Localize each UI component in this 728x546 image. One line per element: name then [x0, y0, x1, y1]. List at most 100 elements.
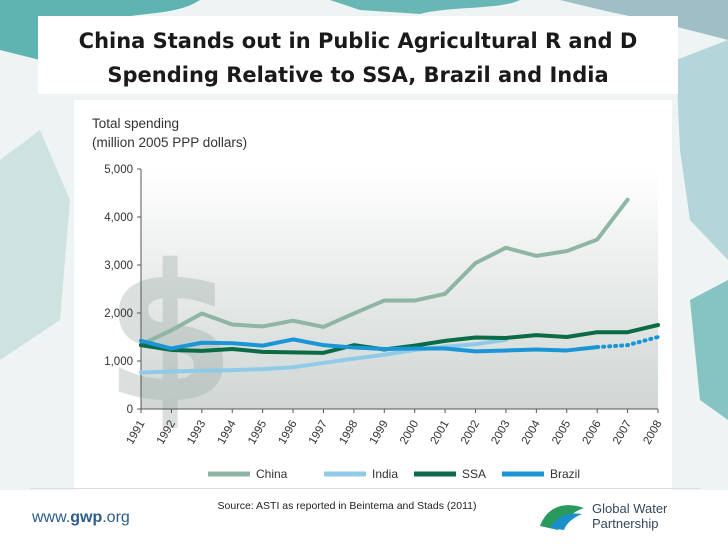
data-point-india: [169, 369, 174, 374]
data-point-india: [230, 368, 234, 372]
data-point-china: [169, 328, 174, 332]
data-point-india: [261, 367, 265, 371]
series-line-brazil: [139, 337, 600, 354]
x-tick-label: 2005: [550, 419, 573, 447]
x-tick-label: 2004: [520, 418, 543, 447]
data-point-ssa: [473, 335, 478, 340]
title-box: [38, 16, 678, 94]
data-point-china: [565, 249, 569, 253]
data-point-ssa: [291, 350, 295, 354]
legend-label-india: India: [372, 467, 398, 481]
y-tick-label: 1,000: [104, 356, 133, 368]
logo-line-2: Partnership: [592, 516, 659, 531]
y-axis-label-line-2: (million 2005 PPP dollars): [92, 135, 247, 150]
data-point-brazil: [504, 348, 508, 353]
data-point-brazil: [139, 339, 143, 343]
data-point-brazil: [656, 335, 660, 339]
data-point-china: [352, 311, 356, 316]
data-point-china: [504, 246, 508, 250]
data-point-brazil: [473, 349, 478, 353]
x-tick-label: 1995: [246, 419, 269, 447]
data-point-india: [352, 357, 356, 361]
data-point-india: [200, 369, 204, 373]
x-tick-label: 1998: [337, 419, 360, 447]
data-point-india: [382, 353, 386, 357]
x-tick-label: 2007: [611, 419, 634, 447]
title-line-1: China Stands out in Public Agricultural …: [78, 29, 638, 53]
data-point-ssa: [200, 349, 204, 353]
data-point-brazil: [321, 343, 326, 347]
data-point-china: [595, 237, 599, 242]
data-point-ssa: [443, 339, 447, 343]
data-point-india: [473, 342, 478, 346]
data-point-brazil: [169, 346, 174, 351]
gwp-logo-text: Global Water Partnership: [592, 501, 667, 531]
data-point-ssa: [595, 330, 599, 334]
slide-title: China Stands out in Public Agricultural …: [38, 24, 678, 92]
data-point-brazil: [261, 344, 265, 348]
x-tick-label: 1996: [276, 419, 299, 447]
chart-panel: $ Total spending (million 2005 PPP dolla…: [74, 100, 672, 492]
url-bold: gwp: [70, 509, 103, 526]
data-point-brazil: [443, 346, 447, 351]
x-tick-label: 2008: [641, 419, 664, 447]
data-point-china: [230, 322, 234, 327]
x-tick-label: 2002: [459, 419, 482, 447]
y-tick-label: 2,000: [104, 308, 133, 320]
y-axis-label-line-1: Total spending: [92, 116, 179, 131]
x-tick-label: 1999: [368, 419, 391, 447]
data-point-brazil: [595, 345, 599, 349]
data-point-china: [413, 298, 417, 303]
gwp-logo-icon: [540, 505, 584, 530]
data-point-ssa: [321, 351, 326, 355]
legend-label-china: China: [256, 467, 288, 481]
y-tick-label: 5,000: [104, 164, 133, 176]
data-point-brazil: [534, 347, 538, 352]
x-tick-label: 2003: [489, 419, 512, 447]
x-tick-label: 2000: [398, 419, 421, 447]
line-chart: $ Total spending (million 2005 PPP dolla…: [92, 116, 665, 481]
y-tick-label: 4,000: [104, 212, 133, 224]
data-point-brazil: [352, 345, 356, 350]
data-point-china: [200, 311, 204, 316]
data-point-brazil: [382, 347, 386, 351]
url-suffix: .org: [102, 509, 130, 526]
footer-divider: [30, 488, 700, 489]
data-point-china: [382, 298, 386, 303]
data-point-brazil: [200, 341, 204, 345]
website-link[interactable]: www.gwp.org: [32, 509, 130, 527]
data-point-china: [321, 325, 326, 329]
data-point-ssa: [625, 330, 630, 334]
data-point-brazil: [565, 348, 569, 353]
dollar-sign-watermark: $: [104, 224, 236, 445]
data-point-ssa: [261, 350, 265, 354]
y-tick-label: 3,000: [104, 260, 133, 272]
title-line-2: Spending Relative to SSA, Brazil and Ind…: [107, 63, 609, 87]
data-point-india: [291, 365, 295, 369]
x-tick-label: 2006: [581, 419, 604, 447]
legend-label-brazil: Brazil: [550, 467, 580, 481]
logo-line-1: Global Water: [592, 501, 668, 516]
data-point-china: [625, 198, 630, 202]
url-prefix: www.: [32, 509, 71, 526]
data-point-ssa: [534, 333, 538, 337]
data-point-china: [291, 319, 295, 323]
x-tick-label: 2001: [429, 419, 452, 447]
data-point-china: [534, 254, 538, 258]
data-point-brazil: [230, 341, 234, 345]
data-point-ssa: [565, 335, 569, 339]
data-point-brazil: [413, 346, 417, 351]
data-point-ssa: [230, 347, 234, 351]
legend-label-ssa: SSA: [462, 467, 486, 481]
data-point-ssa: [656, 323, 660, 327]
data-point-ssa: [139, 343, 143, 347]
data-point-india: [139, 370, 143, 375]
source-note: Source: ASTI as reported in Beintema and…: [182, 500, 512, 512]
y-tick-label: 0: [127, 404, 133, 416]
data-point-china: [443, 292, 447, 296]
data-point-brazil: [625, 343, 630, 347]
data-point-china: [473, 261, 478, 265]
data-point-china: [261, 324, 265, 329]
data-point-india: [321, 361, 326, 365]
data-point-brazil: [291, 337, 295, 341]
